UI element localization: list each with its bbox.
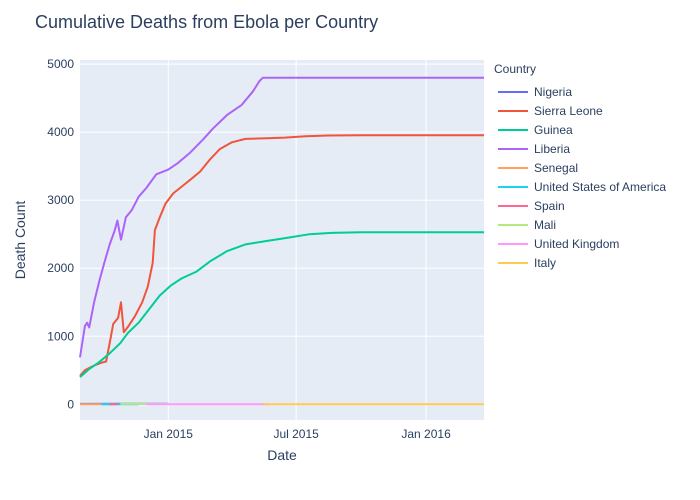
y-tick-label: 3000 — [47, 193, 74, 207]
legend-swatch — [498, 147, 528, 150]
legend-item-spain[interactable]: Spain — [494, 196, 666, 215]
legend-title: Country — [494, 62, 537, 76]
x-tick-label: Jan 2015 — [144, 427, 194, 441]
legend-label: United States of America — [534, 179, 667, 194]
legend-item-guinea[interactable]: Guinea — [494, 120, 666, 139]
y-axis-ticks: 0 1000 2000 3000 4000 5000 — [47, 57, 74, 411]
legend-swatch — [498, 166, 528, 169]
y-axis-title: Death Count — [12, 201, 28, 280]
legend-swatch — [498, 261, 528, 264]
legend-label: Mali — [534, 217, 557, 232]
legend-item-nigeria[interactable]: Nigeria — [494, 82, 666, 101]
legend-label: United Kingdom — [534, 236, 620, 251]
series-layer — [79, 76, 484, 406]
x-axis-title: Date — [267, 447, 297, 463]
legend-swatch — [498, 223, 528, 226]
legend: Country Nigeria Sierra Leone Guinea Liberia… — [494, 62, 666, 272]
legend-item-mali[interactable]: Mali — [494, 215, 666, 234]
legend-label: Spain — [534, 198, 565, 213]
legend-label: Guinea — [534, 122, 573, 137]
legend-swatch — [498, 204, 528, 207]
legend-items: Nigeria Sierra Leone Guinea Liberia Senegal U… — [494, 82, 666, 272]
series-line-liberia[interactable] — [79, 76, 484, 358]
legend-item-liberia[interactable]: Liberia — [494, 139, 666, 158]
chart-title: Cumulative Deaths from Ebola per Country — [35, 12, 379, 32]
legend-label: Sierra Leone — [534, 103, 603, 118]
y-tick-label: 0 — [67, 397, 74, 411]
legend-label: Senegal — [534, 160, 579, 175]
x-tick-label: Jul 2015 — [273, 427, 319, 441]
legend-swatch — [498, 90, 528, 93]
legend-swatch — [498, 109, 528, 112]
x-axis-ticks: Jan 2015 Jul 2015 Jan 2016 — [144, 427, 452, 441]
plot-background[interactable] — [80, 60, 484, 420]
legend-swatch — [498, 128, 528, 131]
legend-swatch — [498, 242, 528, 245]
legend-label: Italy — [534, 255, 557, 270]
y-tick-label: 2000 — [47, 261, 74, 275]
legend-item-italy[interactable]: Italy — [494, 253, 666, 272]
y-tick-label: 1000 — [47, 329, 74, 343]
legend-label: Nigeria — [534, 84, 573, 99]
legend-label: Liberia — [534, 141, 571, 156]
legend-item-sierra-leone[interactable]: Sierra Leone — [494, 101, 666, 120]
series-line-guinea[interactable] — [79, 231, 484, 378]
legend-item-united-states-of-america[interactable]: United States of America — [494, 177, 666, 196]
legend-item-senegal[interactable]: Senegal — [494, 158, 666, 177]
legend-item-united-kingdom[interactable]: United Kingdom — [494, 234, 666, 253]
x-tick-label: Jan 2016 — [401, 427, 451, 441]
y-tick-label: 4000 — [47, 125, 74, 139]
y-tick-label: 5000 — [47, 57, 74, 71]
legend-swatch — [498, 185, 528, 188]
